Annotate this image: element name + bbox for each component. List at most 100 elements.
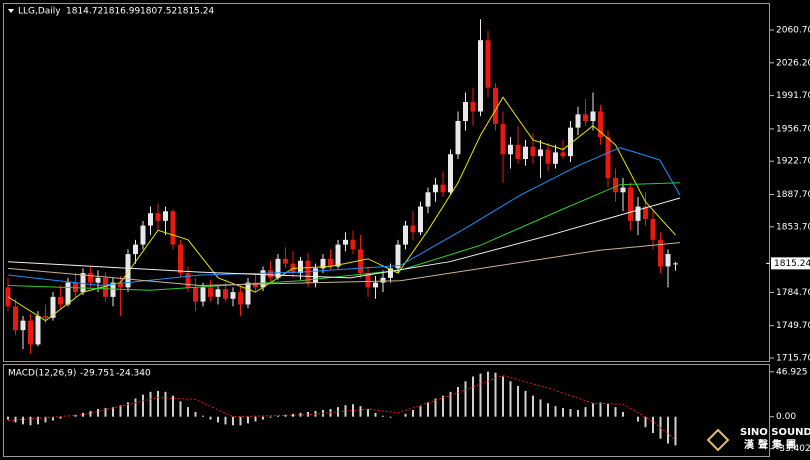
candle-body (553, 152, 558, 164)
candle-body (335, 244, 341, 267)
signal-line (7, 375, 676, 441)
candle-body (148, 213, 153, 226)
candle-body (545, 149, 551, 164)
candle-body (103, 277, 108, 297)
candle-body (95, 277, 101, 283)
candle-body (493, 87, 498, 124)
candle-body (358, 249, 363, 274)
candle-body (583, 114, 588, 121)
candle-body (208, 287, 213, 297)
candle-body (373, 282, 378, 288)
symbol: LLG,Daily (18, 7, 61, 17)
ohlc-value: 1816.99 (103, 7, 140, 17)
header: LLG,Daily 1814.72 1816.99 1807.52 1815.24 (18, 7, 214, 17)
y-tick-label: 1784.70 (776, 288, 810, 298)
y-tick-label: 2026.20 (776, 58, 810, 68)
candle-body (508, 144, 513, 155)
candle-body (418, 206, 423, 233)
y-tick-label: 1853.70 (776, 222, 810, 232)
candle-body (328, 258, 333, 267)
candle-body (470, 101, 476, 112)
candle-body (28, 320, 33, 345)
last-price-label: 1815.24 (774, 259, 810, 269)
candle-body (118, 282, 123, 288)
candle-body (223, 289, 228, 299)
candle-body (658, 239, 663, 267)
candle-body (440, 184, 446, 193)
candle-body (643, 206, 648, 219)
candle-body (253, 282, 258, 288)
candle-body (628, 187, 633, 221)
candle-body (230, 292, 236, 299)
candle-body (245, 282, 251, 305)
candle-body (350, 239, 356, 250)
watermark: SINO SOUND 漢聲集團 (706, 427, 810, 452)
candle-body (200, 287, 206, 302)
candle-body (140, 225, 146, 245)
candle-body (613, 178, 618, 193)
candle-body (260, 270, 266, 288)
candle-body (50, 296, 56, 318)
candle-body (170, 211, 176, 245)
price-pane (3, 3, 770, 362)
candle-body (575, 114, 581, 128)
ohlc-value: 1814.72 (66, 7, 103, 17)
macd-value: -24.340 (116, 369, 151, 379)
menu-arrow (8, 9, 14, 13)
candle-body (433, 184, 438, 193)
candle-body (395, 244, 401, 269)
candle-body (530, 146, 536, 157)
candle-body (238, 292, 243, 305)
macd-value: -29.751 (80, 369, 115, 379)
candle-body (125, 254, 131, 288)
candle-body (560, 152, 566, 157)
candle-body (155, 213, 161, 221)
candle-body (478, 40, 483, 112)
y-tick-label: 1956.70 (776, 124, 810, 134)
candle-body (388, 268, 393, 278)
candle-body (133, 244, 138, 255)
macd-y-tick-label: 46.925 (776, 367, 808, 377)
candle-body (35, 315, 41, 345)
candle-body (380, 277, 386, 283)
macd-pane (3, 364, 770, 457)
y-tick-label: 1887.70 (776, 190, 810, 200)
candle-body (365, 273, 371, 288)
macd-y-tick-label: -33.402 (776, 444, 810, 454)
moving-average (7, 96, 676, 322)
candle-body (275, 258, 281, 278)
ohlc-value: 1807.52 (140, 7, 177, 17)
moving-average (7, 242, 681, 286)
brand: SINO SOUND (740, 427, 810, 438)
candle-body (665, 254, 671, 267)
candle-body (605, 137, 611, 179)
candle-body (568, 127, 573, 157)
candle-body (590, 111, 596, 121)
candle-body (313, 268, 318, 283)
y-tick-label: 1922.70 (776, 157, 810, 167)
brand-cn: 漢聲集團 (744, 438, 800, 451)
candle-body (215, 289, 221, 297)
candle-body (463, 101, 468, 121)
candle-body (58, 296, 63, 305)
candle-body (283, 258, 288, 264)
candle-body (500, 123, 506, 155)
candle-body (110, 282, 116, 297)
candle-body (673, 263, 678, 265)
y-tick-label: 1749.70 (776, 321, 810, 331)
candle-body (448, 154, 453, 193)
candle-body (80, 273, 86, 293)
candle-body (88, 273, 93, 283)
candle-body (635, 206, 641, 221)
candle-body (20, 320, 26, 331)
y-tick-label: 2060.70 (776, 26, 810, 36)
candle-body (598, 111, 603, 138)
last-price-box (771, 257, 810, 270)
candle-body (13, 306, 18, 331)
macd-y-tick-label: 0.00 (776, 412, 796, 422)
y-tick-label: 1715.70 (776, 354, 810, 364)
candle-body (343, 239, 348, 245)
macd-label: MACD(12,26,9) (8, 369, 76, 379)
